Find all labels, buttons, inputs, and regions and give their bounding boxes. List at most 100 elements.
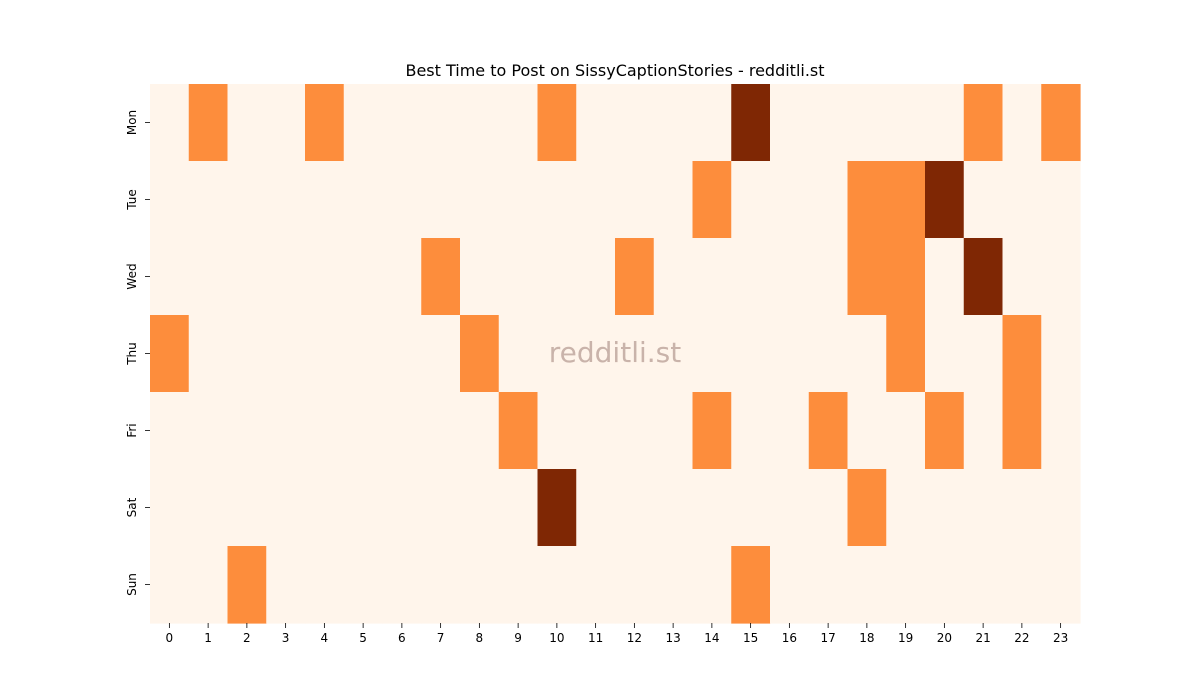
y-tick-label-sun: Sun <box>125 573 139 596</box>
x-tick-label-21: 21 <box>975 631 990 645</box>
heatmap-cell-thu-11 <box>576 315 616 393</box>
heatmap-cell-tue-23 <box>1041 161 1081 239</box>
heatmap-cell-sun-18 <box>847 546 887 624</box>
x-tick-label-11: 11 <box>588 631 603 645</box>
heatmap-cell-thu-6 <box>382 315 422 393</box>
heatmap-cell-wed-3 <box>266 238 306 316</box>
heatmap-cell-mon-0 <box>150 84 190 162</box>
heatmap-cell-fri-12 <box>615 392 655 470</box>
x-tick-label-10: 10 <box>549 631 564 645</box>
heatmap-cell-wed-0 <box>150 238 190 316</box>
heatmap-cell-tue-14 <box>692 161 732 239</box>
heatmap-cell-sat-21 <box>963 469 1004 547</box>
y-tick-label-sat: Sat <box>125 497 139 517</box>
heatmap-cell-wed-2 <box>227 238 267 316</box>
heatmap-cell-sat-3 <box>266 469 306 547</box>
heatmap-cell-tue-10 <box>537 161 577 239</box>
heatmap-cell-sat-7 <box>421 469 461 547</box>
x-tick-label-3: 3 <box>282 631 290 645</box>
heatmap-cell-sun-6 <box>382 546 422 624</box>
x-tick-label-6: 6 <box>398 631 406 645</box>
heatmap-cell-tue-20 <box>925 161 965 239</box>
heatmap-cell-mon-15 <box>731 84 771 162</box>
heatmap-cell-fri-0 <box>150 392 190 470</box>
heatmap-cell-fri-11 <box>576 392 616 470</box>
y-tick-label-tue: Tue <box>125 189 139 211</box>
heatmap-cell-mon-21 <box>963 84 1004 162</box>
heatmap-cell-thu-7 <box>421 315 461 393</box>
heatmap-cell-thu-16 <box>770 315 810 393</box>
heatmap-cell-sun-2 <box>227 546 267 624</box>
heatmap-cell-thu-20 <box>925 315 965 393</box>
heatmap-cell-fri-1 <box>188 392 229 470</box>
heatmap-cell-thu-22 <box>1002 315 1042 393</box>
heatmap-cell-thu-4 <box>305 315 345 393</box>
heatmap-cell-thu-18 <box>847 315 887 393</box>
heatmap-cell-mon-4 <box>305 84 345 162</box>
heatmap-cell-sat-2 <box>227 469 267 547</box>
heatmap-cell-mon-20 <box>925 84 965 162</box>
heatmap-cell-tue-15 <box>731 161 771 239</box>
heatmap-cell-tue-0 <box>150 161 190 239</box>
heatmap-cell-sat-17 <box>808 469 849 547</box>
heatmap-cell-tue-19 <box>886 161 926 239</box>
heatmap-cell-wed-11 <box>576 238 616 316</box>
heatmap-cell-wed-6 <box>382 238 422 316</box>
heatmap-cell-fri-8 <box>460 392 500 470</box>
heatmap-cell-sun-5 <box>343 546 384 624</box>
heatmap-cell-sat-12 <box>615 469 655 547</box>
heatmap-cell-fri-18 <box>847 392 887 470</box>
heatmap-cell-mon-9 <box>498 84 539 162</box>
heatmap-cell-sun-21 <box>963 546 1004 624</box>
y-tick-label-thu: Thu <box>125 342 139 366</box>
heatmap-cell-fri-5 <box>343 392 384 470</box>
heatmap-cell-tue-13 <box>653 161 694 239</box>
heatmap-cell-sun-10 <box>537 546 577 624</box>
heatmap-cell-sat-1 <box>188 469 229 547</box>
heatmap-cell-thu-12 <box>615 315 655 393</box>
heatmap-cell-sat-10 <box>537 469 577 547</box>
heatmap-cell-wed-7 <box>421 238 461 316</box>
heatmap-cell-fri-22 <box>1002 392 1042 470</box>
heatmap-cell-mon-16 <box>770 84 810 162</box>
heatmap-cell-tue-16 <box>770 161 810 239</box>
x-tick-label-20: 20 <box>937 631 952 645</box>
heatmap-cell-fri-10 <box>537 392 577 470</box>
y-tick-label-mon: Mon <box>125 110 139 135</box>
heatmap-cell-tue-2 <box>227 161 267 239</box>
heatmap-cell-sun-4 <box>305 546 345 624</box>
heatmap-cell-sat-6 <box>382 469 422 547</box>
heatmap-cell-sun-20 <box>925 546 965 624</box>
heatmap-cell-sun-9 <box>498 546 539 624</box>
heatmap-cell-mon-7 <box>421 84 461 162</box>
heatmap-cell-thu-17 <box>808 315 849 393</box>
heatmap-cell-tue-12 <box>615 161 655 239</box>
heatmap-cell-thu-1 <box>188 315 229 393</box>
heatmap-cell-mon-18 <box>847 84 887 162</box>
heatmap-cell-fri-2 <box>227 392 267 470</box>
heatmap-cell-mon-10 <box>537 84 577 162</box>
heatmap-cell-thu-0 <box>150 315 190 393</box>
heatmap-cell-wed-14 <box>692 238 732 316</box>
heatmap-cell-mon-17 <box>808 84 849 162</box>
heatmap-cell-tue-5 <box>343 161 384 239</box>
heatmap-cell-fri-15 <box>731 392 771 470</box>
heatmap-cell-mon-11 <box>576 84 616 162</box>
heatmap-cell-sat-23 <box>1041 469 1081 547</box>
heatmap-cell-thu-2 <box>227 315 267 393</box>
heatmap-cell-sun-12 <box>615 546 655 624</box>
heatmap-cell-sat-13 <box>653 469 694 547</box>
heatmap-cell-tue-6 <box>382 161 422 239</box>
x-tick-label-22: 22 <box>1014 631 1029 645</box>
heatmap-cell-tue-9 <box>498 161 539 239</box>
heatmap-cell-sun-11 <box>576 546 616 624</box>
chart-title: Best Time to Post on SissyCaptionStories… <box>405 61 824 80</box>
heatmap-cell-sat-4 <box>305 469 345 547</box>
heatmap-cell-fri-19 <box>886 392 926 470</box>
heatmap-cell-mon-2 <box>227 84 267 162</box>
x-tick-label-13: 13 <box>665 631 680 645</box>
x-tick-label-1: 1 <box>204 631 212 645</box>
heatmap-cell-fri-4 <box>305 392 345 470</box>
